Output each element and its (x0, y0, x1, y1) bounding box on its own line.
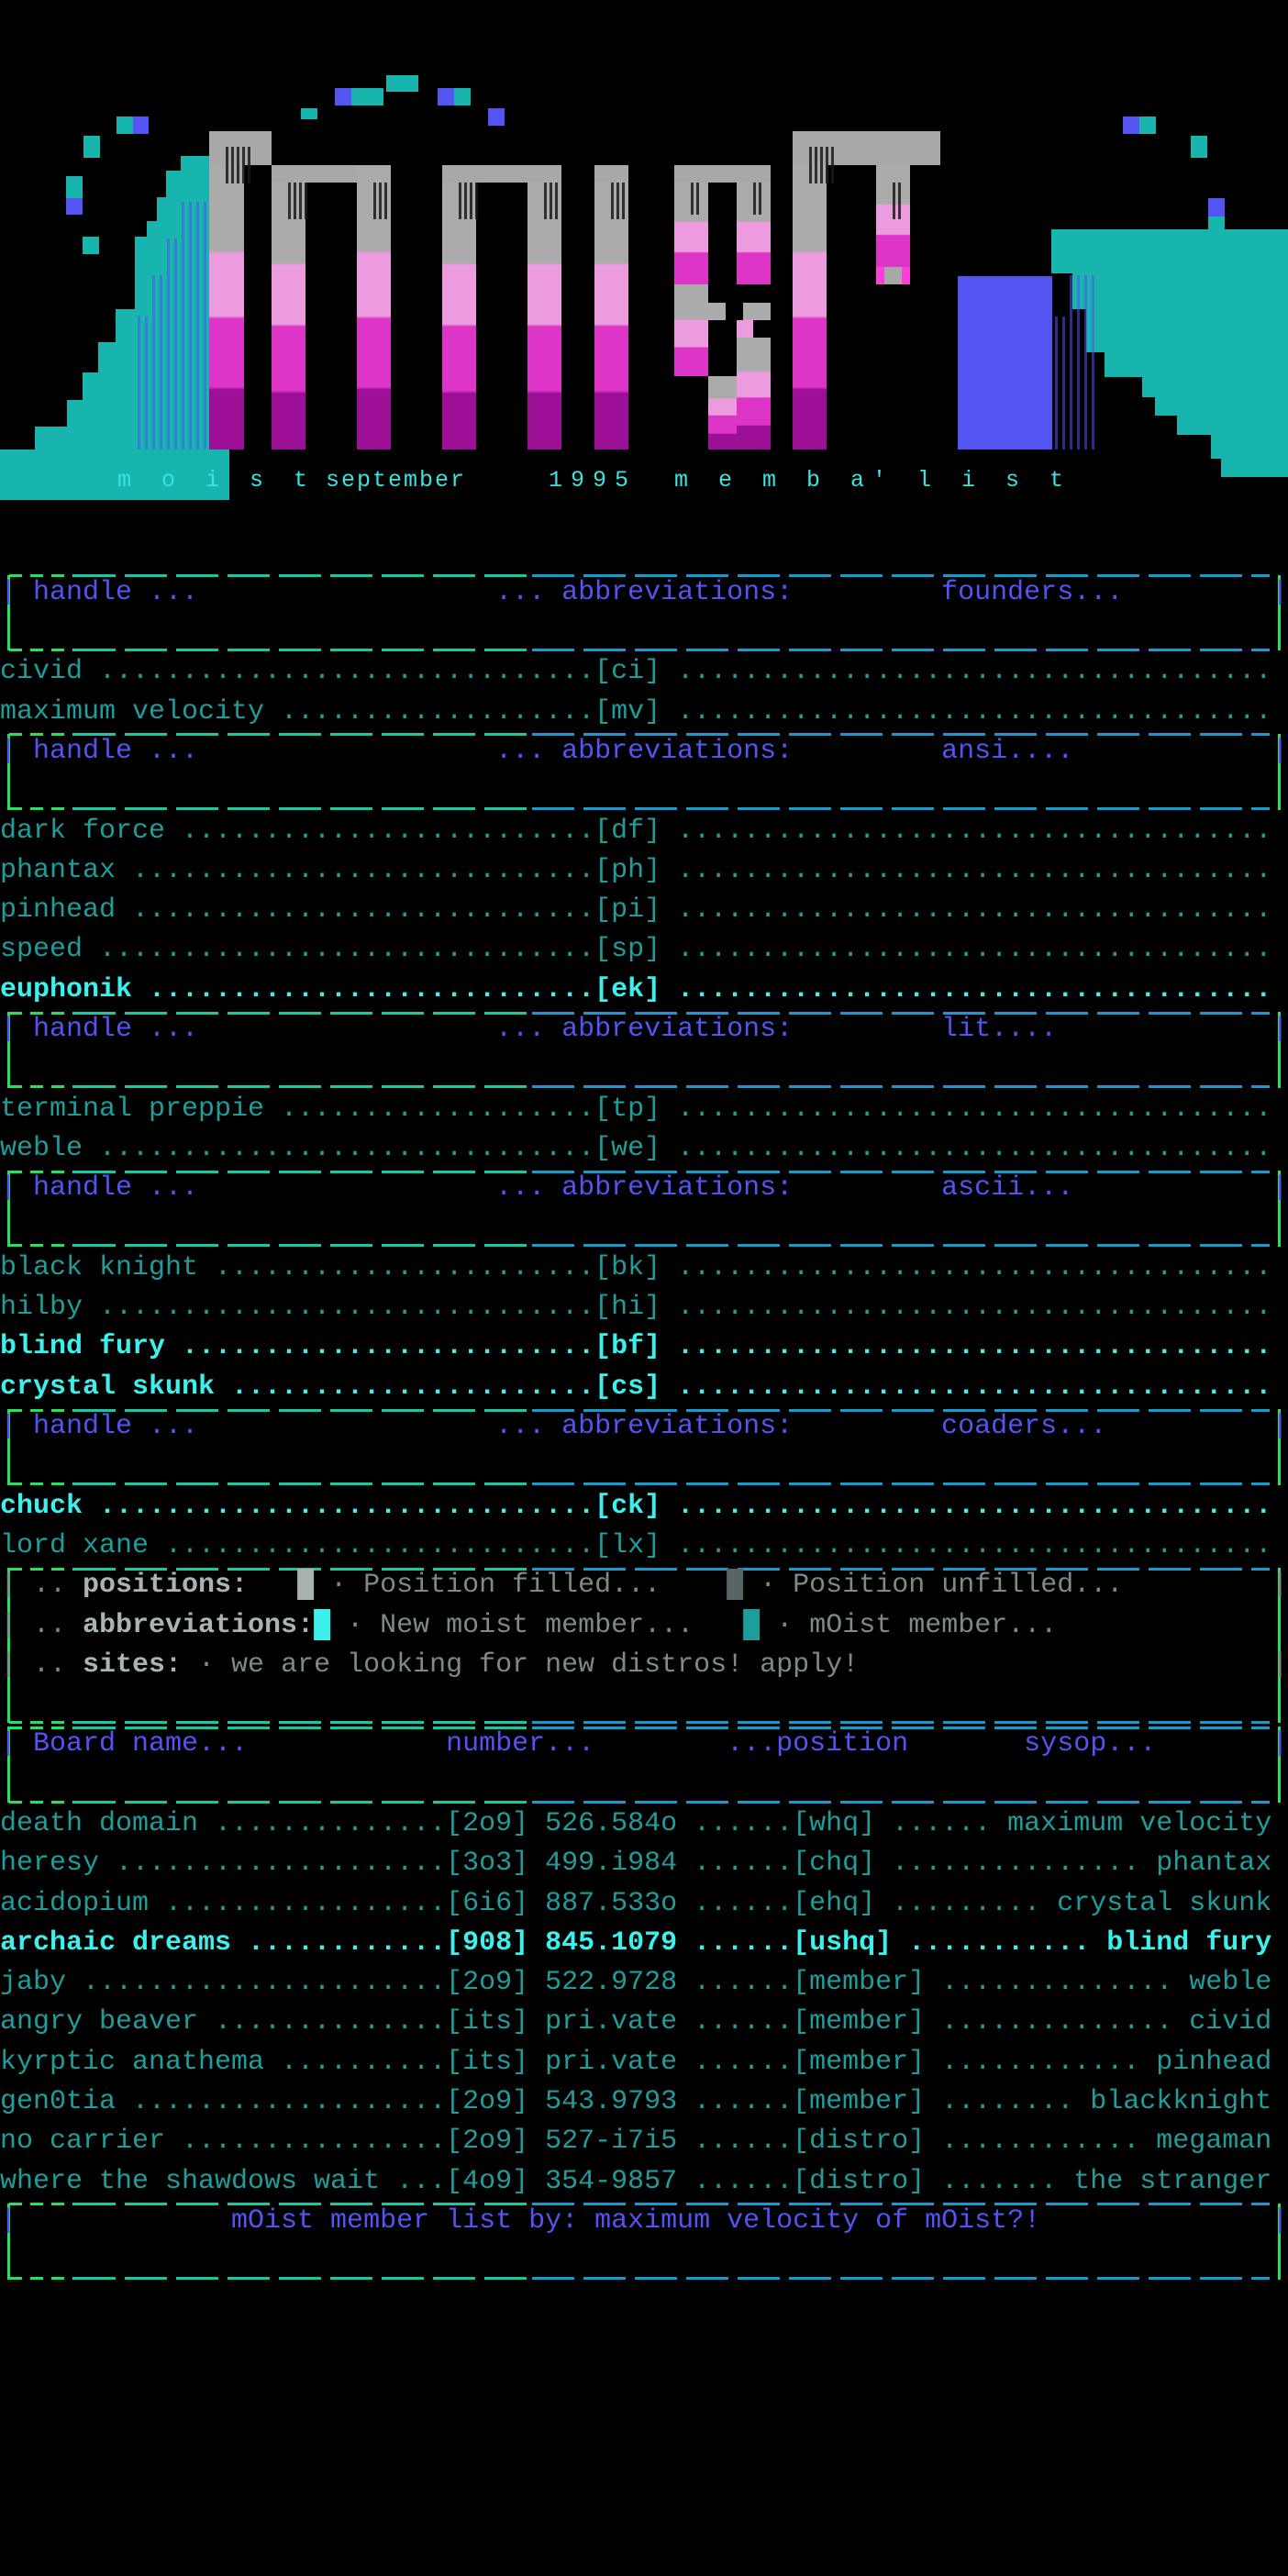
svg-text:1995: 1995 (549, 467, 637, 494)
svg-text:m e m b a': m e m b a' (674, 467, 894, 494)
svg-text:l i s t: l i s t (917, 467, 1071, 494)
svg-text:september: september (326, 467, 466, 494)
svg-text:m o i s t: m o i s t (117, 467, 316, 494)
